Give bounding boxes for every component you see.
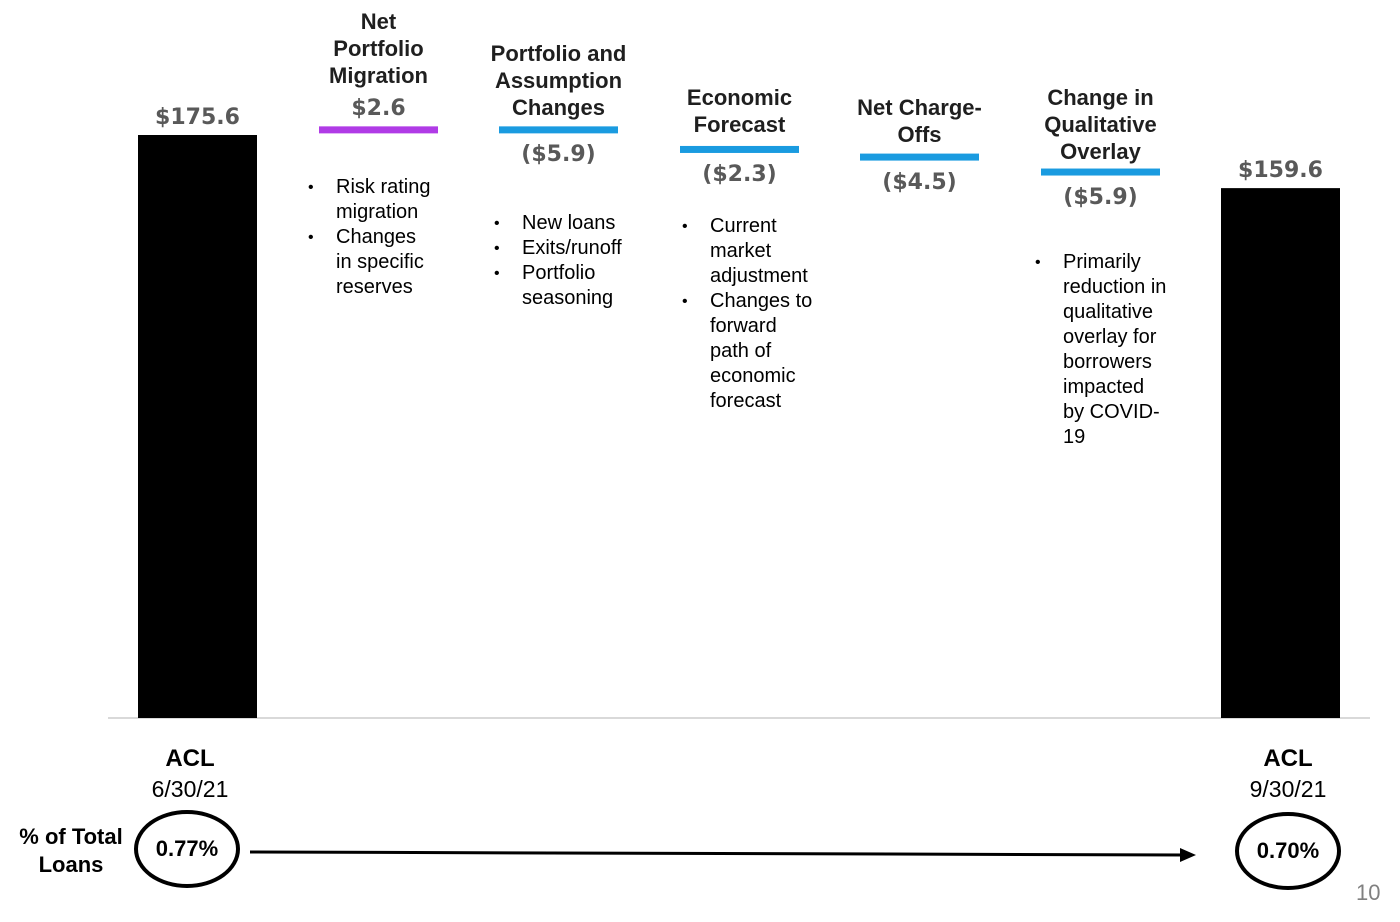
value-label-economic-forecast: ($2.3) — [702, 161, 777, 187]
bullet-line: in specific — [336, 251, 424, 273]
end-ratio-circle: 0.70% — [1235, 812, 1341, 890]
bullet-line: Portfolio — [522, 262, 596, 284]
page-number: 10 — [1356, 880, 1381, 905]
bullet-line: market — [710, 240, 772, 262]
bullet-line: Primarily — [1063, 251, 1141, 273]
bar-acl-start — [138, 135, 257, 718]
step-title-4: Net Charge- Offs — [830, 94, 1009, 148]
step-title-line: Changes — [512, 95, 605, 120]
ratio-label: % of Total Loans — [10, 823, 132, 879]
bullet-line: impacted — [1063, 376, 1145, 398]
step-title-5: Change in Qualitative Overlay — [1011, 84, 1190, 165]
bullet-item: Changes in specific reserves — [308, 225, 486, 300]
value-label-net-portfolio-migration: $2.6 — [351, 96, 406, 122]
bar-step-3 — [680, 145, 799, 153]
step-title-line: Portfolio and — [490, 41, 627, 66]
step-title-line: Change in — [1047, 85, 1154, 110]
value-label-start: $175.6 — [155, 105, 240, 130]
bullet-line: forward — [710, 315, 777, 337]
bar-step-5 — [1041, 168, 1160, 176]
bullet-line: seasoning — [522, 287, 614, 309]
bullet-item: Exits/runoff — [494, 236, 682, 261]
end-ratio-value: 0.70% — [1256, 838, 1320, 863]
end-acl-title: ACL — [1263, 745, 1313, 772]
step-title-line: Offs — [897, 122, 942, 147]
bar-step-2 — [499, 126, 618, 134]
step-title-line: Net — [360, 9, 397, 34]
ratio-arrow-line — [249, 850, 1186, 857]
bullet-line: Exits/runoff — [522, 237, 622, 259]
bullet-line: path of — [710, 340, 772, 362]
step-title-line: Forecast — [693, 112, 786, 137]
bullet-line: overlay for — [1063, 326, 1157, 348]
bullet-line: adjustment — [710, 265, 808, 287]
step-title-2: Portfolio and Assumption Changes — [469, 40, 648, 121]
bullet-line: reserves — [336, 276, 413, 298]
ratio-label-line-2: Loans — [38, 852, 104, 877]
bullet-line: reduction in — [1063, 276, 1167, 298]
bar-step-1 — [319, 126, 438, 134]
start-ratio-circle: 0.77% — [134, 810, 240, 888]
bullet-line: economic — [710, 365, 796, 387]
bullet-line: by COVID- — [1063, 401, 1160, 423]
step-bullets-5: Primarily reduction in qualitative overlay … — [1033, 250, 1213, 450]
bullet-line: Changes — [336, 226, 417, 248]
bullet-item: Portfolio seasoning — [494, 261, 682, 311]
step-title-line: Economic — [686, 85, 793, 110]
bullet-line: forecast — [710, 390, 782, 412]
bullet-line: Changes to — [710, 290, 813, 312]
bullet-item: Primarily reduction in qualitative overlay … — [1035, 250, 1213, 450]
start-acl-title: ACL — [165, 745, 215, 772]
start-ratio-value: 0.77% — [155, 836, 219, 861]
value-label-net-charge-offs: ($4.5) — [882, 169, 957, 195]
bullet-item: Changes to forward path of economic forecast — [682, 289, 860, 414]
step-title-line: Qualitative — [1044, 112, 1157, 137]
bullet-line: New loans — [522, 212, 616, 234]
step-title-line: Migration — [329, 63, 428, 88]
value-label-end: $159.6 — [1238, 158, 1323, 184]
bullet-line: 19 — [1063, 426, 1086, 448]
bullet-line: migration — [336, 201, 419, 223]
bullet-line: Risk rating — [336, 176, 431, 198]
step-title-1: Net Portfolio Migration — [289, 8, 468, 89]
ratio-label-line-1: % of Total — [19, 824, 123, 849]
step-title-line: Portfolio — [333, 36, 424, 61]
start-acl-date: 6/30/21 — [151, 776, 229, 802]
value-label-portfolio-assumption-changes: ($5.9) — [521, 142, 596, 168]
step-title-line: Net Charge- — [857, 95, 982, 120]
step-title-line: Overlay — [1060, 139, 1141, 164]
step-bullets-3: Current market adjustment Changes to forward… — [680, 214, 860, 414]
value-label-qualitative-overlay: ($5.9) — [1063, 184, 1138, 210]
step-title-line: Assumption — [494, 68, 623, 93]
step-title-3: Economic Forecast — [650, 84, 829, 138]
bullet-item: Current market adjustment — [682, 214, 860, 289]
bullet-line: qualitative — [1063, 301, 1154, 323]
bar-acl-end — [1221, 188, 1340, 718]
ratio-arrow-head — [1180, 848, 1196, 862]
bar-step-4 — [860, 153, 979, 161]
bullet-item: Risk rating migration — [308, 175, 486, 225]
end-acl-date: 9/30/21 — [1249, 776, 1327, 802]
bullet-line: borrowers — [1063, 351, 1152, 373]
step-bullets-1: Risk rating migration Changes in specific re… — [306, 175, 486, 300]
bullet-line: Current — [710, 215, 777, 237]
step-bullets-2: New loans Exits/runoff Portfolio seasoning — [492, 211, 682, 311]
bullet-item: New loans — [494, 211, 682, 236]
